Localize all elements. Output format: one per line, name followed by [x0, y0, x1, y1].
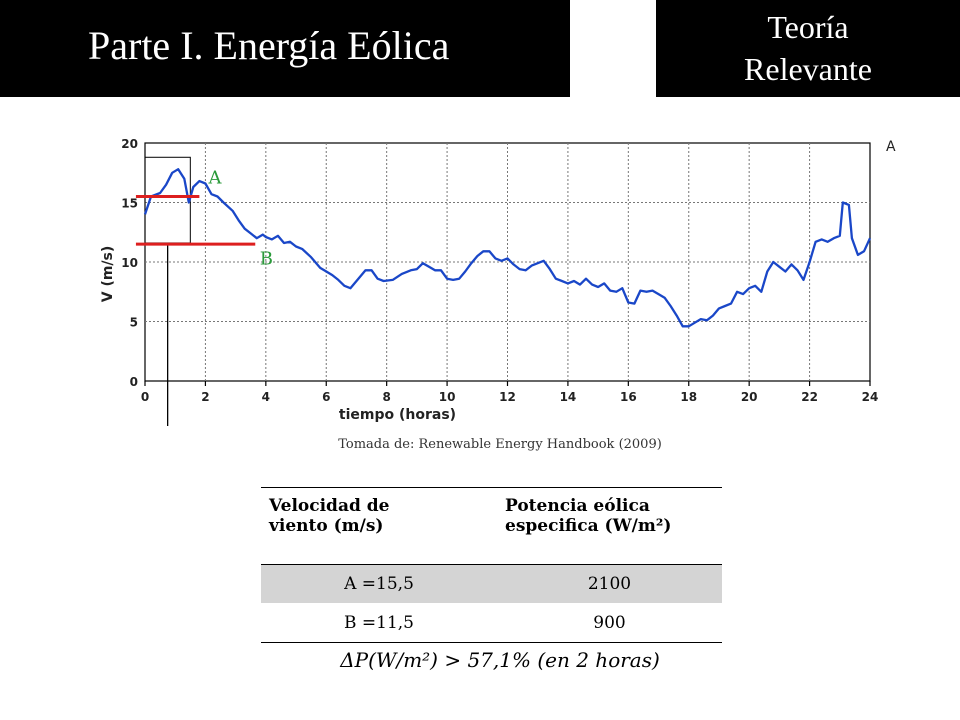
- x-tick-label: 6: [322, 390, 330, 404]
- x-tick-label: 24: [862, 390, 879, 404]
- col-header-power-line2: especifica (W/m²): [505, 516, 672, 536]
- x-tick-label: 22: [801, 390, 818, 404]
- y-tick-label: 0: [130, 375, 138, 389]
- x-tick-label: 0: [141, 390, 149, 404]
- col-header-speed: Velocidad de viento (m/s): [261, 487, 497, 565]
- y-tick-label: 20: [121, 137, 138, 151]
- section-tag-line-1: Teoría: [767, 9, 849, 45]
- x-tick-label: 18: [680, 390, 697, 404]
- x-axis-label: tiempo (horas): [339, 407, 456, 423]
- zoom-box: [144, 156, 191, 244]
- y-tick-label: 5: [130, 316, 138, 330]
- panel-label: A: [886, 139, 896, 155]
- col-header-power: Potencia eólica especifica (W/m²): [497, 487, 722, 565]
- x-tick-label: 8: [382, 390, 390, 404]
- speed-cell: B =11,5: [261, 603, 497, 643]
- col-header-power-line1: Potencia eólica: [505, 496, 650, 516]
- section-tag-bar: [656, 0, 960, 97]
- x-tick-label: 16: [620, 390, 637, 404]
- x-tick-label: 14: [560, 390, 577, 404]
- power-cell: 900: [497, 603, 722, 643]
- reference-label-b: B: [260, 248, 273, 269]
- speed-cell: A =15,5: [261, 564, 497, 604]
- wind-power-table: Velocidad de viento (m/s) Potencia eólic…: [261, 487, 722, 643]
- power-cell: 2100: [497, 564, 722, 604]
- reference-label-a: A: [207, 167, 222, 188]
- title-bar: [0, 0, 570, 97]
- x-tick-label: 2: [201, 390, 209, 404]
- col-header-speed-line1: Velocidad de: [269, 496, 390, 516]
- power-change-formula: ΔP(W/m²) > 57,1% (en 2 horas): [340, 648, 660, 672]
- y-tick-label: 15: [121, 197, 138, 211]
- wind-speed-line: [143, 168, 872, 328]
- y-tick-label: 10: [121, 256, 138, 270]
- figure-caption: Tomada de: Renewable Energy Handbook (20…: [338, 437, 662, 452]
- section-tag-line-2: Relevante: [744, 51, 872, 87]
- section-tag: Teoría Relevante: [656, 6, 960, 90]
- table-row: A =15,5 2100: [261, 564, 722, 604]
- col-header-speed-line2: viento (m/s): [269, 516, 384, 536]
- slide-title: Parte I. Energía Eólica: [88, 23, 450, 68]
- y-axis-label: V (m/s): [100, 246, 116, 303]
- x-tick-label: 10: [439, 390, 456, 404]
- table-row: B =11,5 900: [261, 603, 722, 643]
- table-header-row: Velocidad de viento (m/s) Potencia eólic…: [261, 487, 722, 565]
- x-tick-label: 20: [741, 390, 758, 404]
- x-tick-label: 12: [499, 390, 516, 404]
- x-tick-label: 4: [262, 390, 270, 404]
